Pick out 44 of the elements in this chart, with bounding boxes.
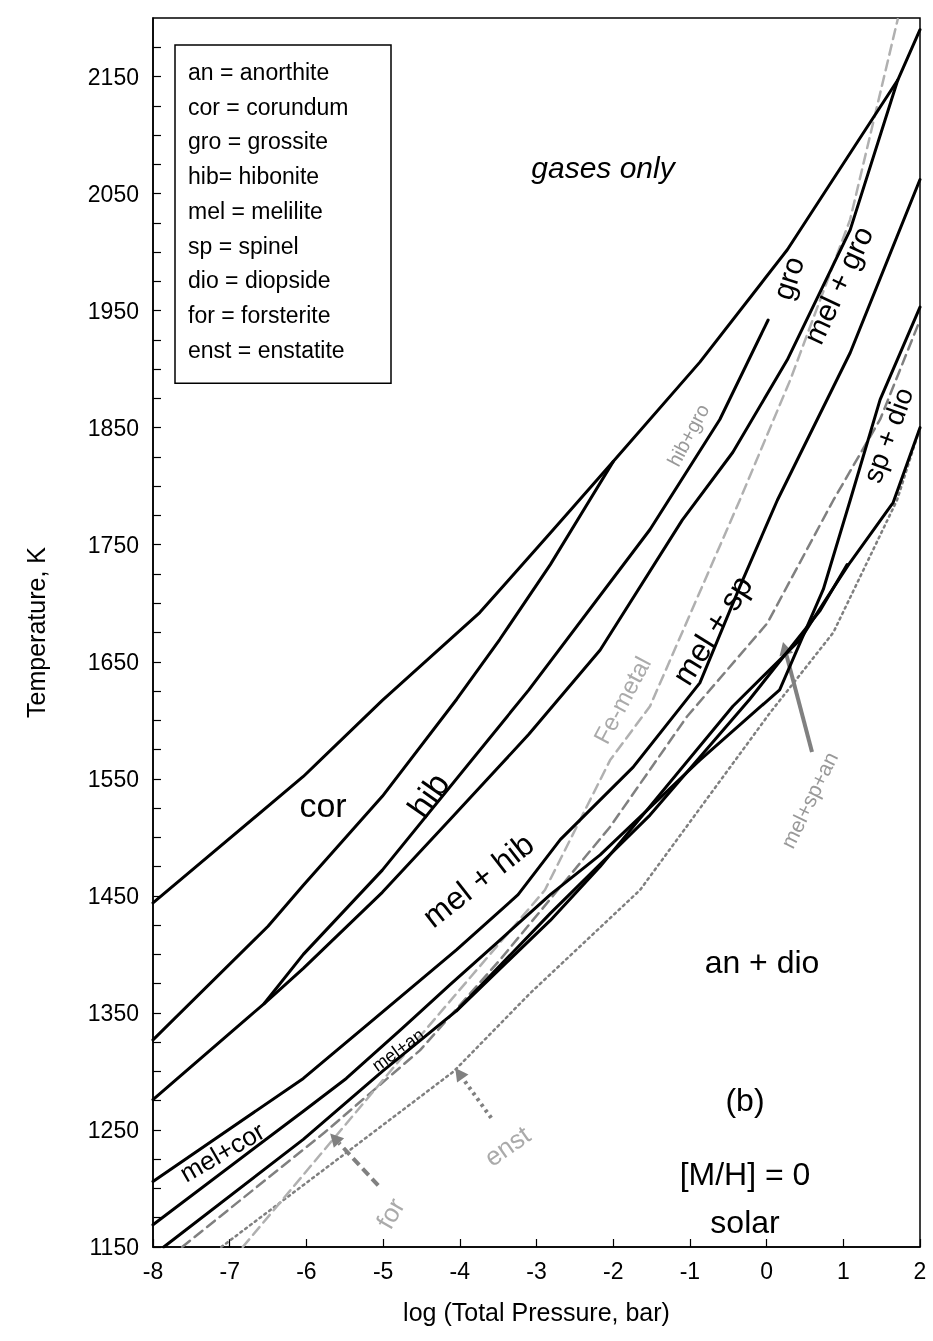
annotation: gro	[765, 252, 811, 304]
y-tick-label: 1950	[87, 297, 139, 324]
annotation: sp = spinel	[188, 232, 299, 259]
y-tick-label: 1150	[89, 1234, 139, 1260]
x-tick-label: -4	[449, 1257, 471, 1284]
text: [M/H] = 0 solar	[679, 1156, 811, 1240]
y-axis-title: Temperature, K	[21, 546, 50, 718]
annotation: gases only	[531, 150, 677, 184]
annotation: cor = corundum	[188, 93, 349, 120]
x-tick-label: -3	[526, 1257, 547, 1284]
annotation: gro = grossite	[188, 128, 328, 155]
x-tick-label: -8	[142, 1257, 164, 1284]
annotation: hib	[399, 765, 457, 825]
y-tick-label: 1850	[87, 414, 139, 441]
annotation: enst	[478, 1119, 537, 1173]
x-tick-label: -1	[679, 1257, 701, 1284]
annotation: enst = enstatite	[188, 336, 345, 363]
x-tick-label: -2	[602, 1257, 624, 1284]
x-tick-label: 0	[760, 1257, 773, 1284]
x-tick-label: 2	[913, 1257, 927, 1284]
x-tick-label: -5	[372, 1257, 394, 1284]
x-tick-label: -7	[219, 1257, 240, 1284]
y-tick-label: 2050	[87, 180, 139, 207]
y-tick-label: 1350	[87, 999, 139, 1026]
y-tick-label: 1750	[87, 531, 139, 558]
text: (b)	[725, 1082, 765, 1118]
annotation: an + dio	[704, 944, 820, 980]
x-tick-label: 1	[836, 1257, 850, 1284]
annotation: mel + hib	[415, 825, 541, 935]
y-tick-label: 2150	[87, 63, 139, 90]
x-tick-label: -6	[296, 1257, 317, 1284]
annotation: hib= hibonite	[188, 163, 320, 190]
annotation: an = anorthite	[188, 59, 330, 85]
y-tick-label: 1550	[87, 765, 139, 792]
y-tick-label: 1250	[87, 1116, 139, 1143]
annotation: for	[369, 1192, 411, 1235]
y-tick-label: 1650	[87, 648, 139, 675]
y-tick-label: 1450	[87, 882, 139, 909]
annotation: mel = melilite	[188, 197, 323, 224]
annotation: cor	[299, 786, 347, 824]
annotation: dio = diopside	[188, 267, 331, 294]
annotation: for = forsterite	[188, 301, 331, 328]
annotation: sp + dio	[856, 383, 920, 487]
x-axis-title: log (Total Pressure, bar)	[403, 1297, 670, 1326]
